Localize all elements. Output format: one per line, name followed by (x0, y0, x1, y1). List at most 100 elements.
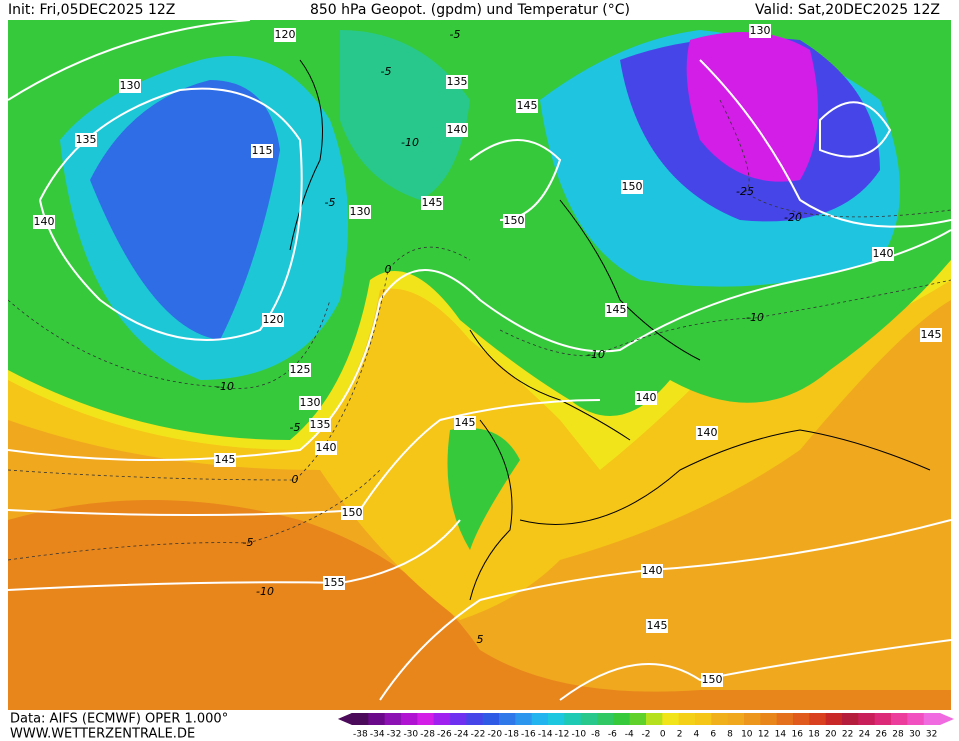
colorbar-swatch (825, 713, 843, 725)
colorbar-label: 30 (909, 730, 921, 740)
label-box (341, 506, 363, 520)
colorbar-swatch (662, 713, 680, 725)
temperature-label: -10 (401, 136, 419, 149)
colorbar-swatch (809, 713, 827, 725)
temperature-label: 5 (477, 633, 484, 646)
colorbar-swatch (548, 713, 565, 725)
label-box (299, 396, 321, 410)
geopotential-label: 150 (504, 214, 525, 227)
geopotential-label: 145 (921, 328, 942, 341)
temperature-label: -25 (736, 185, 754, 198)
colorbar-label: -28 (420, 730, 435, 740)
colorbar-swatch (613, 713, 631, 725)
colorbar-label: 20 (825, 730, 837, 740)
colorbar-swatch (842, 713, 859, 725)
label-box (349, 205, 371, 219)
colorbar-label: 0 (660, 730, 666, 740)
label-box (421, 196, 443, 210)
label-box (309, 418, 331, 432)
colorbar-swatch (597, 713, 614, 725)
geopotential-label: 140 (636, 391, 657, 404)
colorbar: -38 -34 -32 -30 -28 -26 -24 -22 -20 -18 -16 -14 -12-… (338, 713, 954, 740)
init-time: Init: Fri,05DEC2025 12Z (8, 2, 175, 18)
colorbar-swatch (417, 713, 435, 725)
valid-time: Valid: Sat,20DEC2025 12Z (755, 2, 940, 18)
colorbar-swatch (515, 713, 533, 725)
label-box (262, 313, 284, 327)
label-box (605, 303, 627, 317)
colorbar-swatch (727, 713, 745, 725)
geopotential-label: 125 (290, 363, 311, 376)
colorbar-swatch (564, 713, 582, 725)
colorbar-swatch (874, 713, 892, 725)
colorbar-swatch (384, 713, 402, 725)
label-box (214, 453, 236, 467)
colorbar-swatch (433, 713, 451, 725)
geopotential-label: 140 (34, 215, 55, 228)
colorbar-label: 18 (808, 730, 820, 740)
colorbar-label: -30 (403, 730, 418, 740)
geopotential-label: 150 (702, 673, 723, 686)
colorbar-label: 26 (875, 730, 887, 740)
colorbar-label: -16 (521, 730, 536, 740)
label-box (920, 328, 942, 342)
label-box (503, 214, 525, 228)
temperature-label: -5 (450, 28, 461, 41)
geopotential-label: 145 (647, 619, 668, 632)
colorbar-label: -24 (454, 730, 469, 740)
colorbar-label: -20 (487, 730, 502, 740)
colorbar-swatch (499, 713, 516, 725)
map-field (8, 20, 951, 710)
label-box (516, 99, 538, 113)
colorbar-label: 12 (758, 730, 769, 740)
geopotential-label: 150 (622, 180, 643, 193)
temperature-label: -5 (381, 65, 392, 78)
label-box (872, 247, 894, 261)
label-box (289, 363, 311, 377)
geopotential-label: 130 (350, 205, 371, 218)
colorbar-label: 8 (727, 730, 733, 740)
label-box (33, 215, 55, 229)
colorbar-swatch (695, 713, 712, 725)
temperature-label: -5 (290, 421, 301, 434)
label-box (749, 24, 771, 38)
label-box (454, 416, 476, 430)
geopotential-label: 130 (300, 396, 321, 409)
label-box (621, 180, 643, 194)
colorbar-swatch (482, 713, 500, 725)
colorbar-label: 32 (926, 730, 937, 740)
temperature-label: 0 (385, 263, 392, 276)
label-box (75, 133, 97, 147)
colorbar-label: 2 (677, 730, 683, 740)
colorbar-arrow-right (940, 713, 954, 725)
colorbar-label: -38 (353, 730, 368, 740)
geopotential-label: 135 (447, 75, 468, 88)
colorbar-label: -18 (504, 730, 519, 740)
label-box (323, 576, 345, 590)
contour-labels: 120 130 135 140 115 135 145 140 130 145 150 150 130 1… (33, 24, 942, 687)
colorbar-label: -4 (625, 730, 634, 740)
colorbar-label: 16 (791, 730, 803, 740)
colorbar-label: 14 (775, 730, 787, 740)
colorbar-arrow-left (338, 713, 352, 725)
geopotential-label: 135 (310, 418, 331, 431)
geopotential-label: 140 (316, 441, 337, 454)
geopotential-label: 155 (324, 576, 345, 589)
data-source: Data: AIFS (ECMWF) OPER 1.000° (10, 712, 228, 727)
colorbar-label: -8 (591, 730, 600, 740)
label-box (119, 79, 141, 93)
label-box (646, 619, 668, 633)
temperature-label: -10 (587, 348, 605, 361)
colorbar-swatch (450, 713, 467, 725)
colorbar-swatch (711, 713, 729, 725)
colorbar-label: -14 (538, 730, 553, 740)
colorbar-swatch (678, 713, 696, 725)
colorbar-swatch (531, 713, 549, 725)
label-box (446, 75, 468, 89)
temperature-label: 0 (292, 473, 299, 486)
label-box (701, 673, 723, 687)
label-box (641, 564, 663, 578)
colorbar-swatch (744, 713, 761, 725)
geopotential-label: 135 (76, 133, 97, 146)
